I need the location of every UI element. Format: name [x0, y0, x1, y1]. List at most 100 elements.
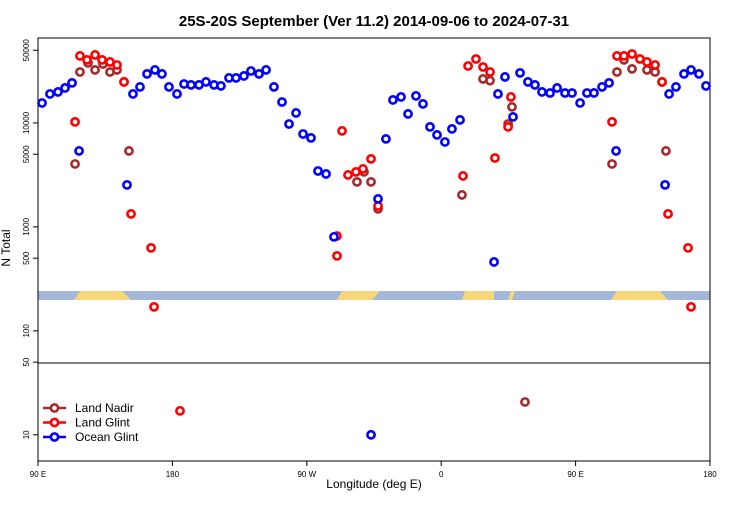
point — [552, 83, 562, 93]
legend-marker — [49, 432, 60, 442]
x-axis-label: Longitude (deg E) — [326, 477, 421, 491]
point — [619, 51, 629, 61]
point — [186, 80, 196, 90]
point — [142, 69, 152, 79]
point — [506, 92, 516, 102]
point — [567, 88, 577, 98]
point — [261, 65, 271, 75]
mask-land — [462, 291, 494, 300]
point — [329, 231, 339, 242]
legend-label: Land Glint — [75, 416, 130, 430]
point — [146, 242, 156, 253]
point — [679, 69, 689, 79]
y-tick-label: 50000 — [22, 39, 31, 62]
point — [503, 121, 514, 132]
point — [611, 146, 621, 156]
point — [627, 63, 637, 74]
point — [67, 77, 77, 88]
point — [520, 397, 530, 407]
point — [694, 69, 704, 79]
point — [128, 89, 138, 99]
point — [471, 54, 481, 64]
point — [53, 87, 63, 97]
point — [124, 146, 134, 156]
point — [457, 190, 467, 200]
point — [321, 169, 331, 179]
x-tick-label: 90 E — [30, 470, 46, 479]
point — [337, 126, 347, 136]
point — [112, 60, 122, 70]
point — [373, 193, 383, 204]
point — [60, 83, 70, 93]
point — [332, 251, 342, 261]
mask-land — [611, 291, 668, 300]
point — [122, 179, 132, 190]
point — [642, 57, 652, 67]
point — [507, 102, 517, 112]
point — [537, 87, 547, 97]
point — [432, 130, 442, 140]
point — [500, 72, 510, 82]
point — [478, 62, 488, 72]
plot-frame — [37, 37, 711, 462]
point — [604, 77, 614, 88]
point — [686, 65, 696, 75]
point — [149, 301, 159, 312]
point — [82, 54, 92, 65]
legend-marker — [49, 403, 60, 413]
point — [425, 121, 435, 132]
point — [671, 82, 681, 92]
point — [627, 49, 637, 59]
point — [455, 115, 465, 125]
y-axis-label: N Total — [0, 229, 13, 266]
point — [650, 60, 660, 70]
mask-land — [74, 291, 131, 300]
point — [515, 67, 525, 78]
point — [458, 171, 468, 181]
point — [597, 82, 607, 92]
point — [246, 66, 256, 76]
point — [664, 89, 674, 99]
point — [74, 146, 84, 156]
point — [291, 108, 301, 118]
point — [366, 429, 376, 440]
point — [90, 65, 100, 75]
point — [70, 117, 80, 127]
point — [119, 77, 129, 87]
legend-marker — [49, 417, 60, 428]
point — [663, 209, 673, 219]
point — [403, 109, 413, 119]
point — [660, 179, 670, 190]
point — [607, 159, 617, 169]
point — [150, 65, 160, 75]
point — [216, 81, 226, 91]
y-tick-label: 10 — [22, 430, 31, 439]
point — [411, 90, 421, 101]
point — [418, 99, 428, 109]
point — [135, 82, 145, 92]
point — [493, 89, 503, 99]
point — [352, 176, 362, 187]
point — [313, 166, 323, 176]
y-tick-label: 50 — [22, 357, 31, 366]
point — [366, 176, 376, 187]
point — [75, 67, 85, 77]
point — [70, 159, 80, 169]
y-tick-label: 5000 — [22, 145, 31, 163]
point — [172, 89, 182, 99]
point — [530, 80, 540, 90]
x-tick-label: 90 E — [567, 470, 583, 479]
x-tick-label: 0 — [439, 470, 444, 479]
point — [201, 77, 211, 87]
point — [298, 129, 308, 139]
mask-land — [337, 291, 380, 300]
y-tick-label: 100 — [22, 324, 31, 338]
point — [306, 132, 316, 143]
point — [381, 134, 391, 144]
point — [463, 61, 473, 71]
point — [440, 137, 450, 147]
point — [90, 50, 100, 60]
point — [157, 69, 167, 79]
point — [661, 146, 671, 156]
point — [701, 81, 711, 91]
